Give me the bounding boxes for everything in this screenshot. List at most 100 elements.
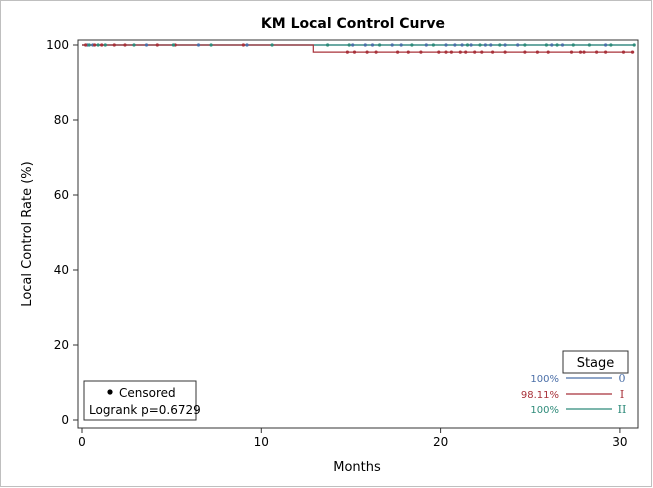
x-tick-label-1: 10	[254, 435, 269, 449]
censored-box-frame	[83, 380, 197, 421]
censor-mark-I-5	[155, 43, 159, 47]
censor-mark-II-2	[103, 43, 107, 47]
censor-mark-I-26	[546, 50, 550, 54]
censor-mark-II-20	[609, 43, 613, 47]
censor-mark-0-9	[399, 43, 403, 47]
x-tick-label-2: 20	[433, 435, 448, 449]
censor-mark-I-22	[491, 50, 495, 54]
censor-mark-I-28	[578, 50, 583, 54]
x-tick-label-0: 0	[78, 435, 86, 449]
legend-label-0: 0	[619, 372, 626, 385]
censor-mark-0-7	[370, 43, 375, 47]
censor-mark-I-11	[374, 50, 378, 54]
censor-mark-I-20	[473, 50, 477, 54]
legend-title: Stage	[577, 356, 615, 371]
censor-mark-II-11	[431, 43, 435, 47]
censor-mark-I-9	[352, 50, 357, 54]
censor-mark-I-25	[535, 50, 540, 54]
censor-mark-0-20	[560, 43, 565, 47]
censor-mark-0-10	[424, 43, 428, 47]
legend-rate-I: 98.11%	[521, 390, 559, 401]
censor-mark-0-11	[444, 43, 448, 47]
censor-mark-I-12	[396, 50, 400, 54]
logrank-label: Logrank p=0.6729	[89, 403, 201, 417]
censor-mark-I-16	[444, 50, 448, 54]
y-axis-label: Local Control Rate (%)	[20, 161, 35, 306]
y-tick-label-5: 100	[46, 38, 69, 52]
censor-mark-II-1	[96, 43, 100, 47]
censor-mark-I-18	[458, 50, 462, 54]
censor-mark-II-14	[498, 43, 502, 47]
censor-mark-II-8	[347, 43, 351, 47]
censor-mark-II-0	[87, 43, 91, 47]
censor-mark-I-0	[84, 43, 88, 47]
censor-mark-0-15	[483, 43, 487, 47]
censor-mark-I-10	[365, 50, 369, 54]
y-tick-label-2: 40	[54, 263, 69, 277]
censor-mark-II-16	[544, 43, 549, 47]
censor-mark-0-2	[144, 43, 149, 47]
y-tick-label-3: 60	[54, 188, 69, 202]
axes: 0 10 20 30 0 20 40 60 80 100	[46, 38, 627, 449]
x-tick-label-3: 30	[612, 435, 627, 449]
censor-mark-I-15	[437, 50, 441, 54]
censor-mark-II-19	[587, 43, 592, 47]
stage-legend: Stage 100% 0 98.11% I 100% II	[521, 350, 629, 416]
censor-mark-II-10	[410, 43, 414, 47]
censor-mark-I-24	[523, 50, 527, 54]
censor-mark-I-13	[406, 50, 410, 54]
censor-mark-II-6	[270, 43, 274, 47]
censor-mark-0-19	[550, 43, 554, 47]
censor-mark-0-6	[363, 43, 367, 47]
censor-mark-0-14	[469, 43, 473, 47]
censor-mark-II-18	[571, 43, 575, 47]
censor-mark-II-5	[209, 43, 213, 47]
y-tick-label-4: 80	[54, 113, 69, 127]
censor-mark-I-23	[503, 50, 507, 54]
censor-mark-II-3	[132, 43, 136, 47]
censor-mark-0-8	[390, 43, 394, 47]
censor-mark-II-7	[326, 43, 330, 47]
censor-mark-0-4	[245, 43, 249, 47]
x-axis-label: Months	[333, 460, 381, 475]
censor-mark-I-29	[582, 50, 586, 54]
censor-mark-0-12	[453, 43, 457, 47]
legend-rate-II: 100%	[530, 405, 559, 416]
censor-mark-0-5	[351, 43, 355, 47]
censor-mark-I-21	[480, 50, 484, 54]
censor-mark-II-15	[523, 43, 527, 47]
y-tick-label-1: 20	[54, 338, 69, 352]
censor-mark-II-12	[465, 43, 470, 47]
legend-rate-0: 100%	[530, 374, 559, 385]
censor-mark-I-14	[419, 50, 423, 54]
censor-mark-II-17	[555, 43, 559, 47]
plot-frame	[77, 39, 639, 429]
censor-mark-I-1	[93, 43, 97, 47]
legend-label-II: II	[618, 403, 627, 416]
censor-mark-I-30	[595, 50, 599, 54]
censor-mark-0-21	[604, 43, 608, 47]
censored-dot-icon	[107, 389, 113, 395]
censor-mark-I-17	[449, 50, 453, 54]
censor-mark-0-16	[489, 43, 493, 47]
censor-mark-II-9	[378, 43, 382, 47]
chart-title: KM Local Control Curve	[261, 16, 445, 32]
censor-mark-II-13	[478, 43, 482, 47]
censor-mark-0-17	[503, 43, 507, 47]
censored-label: Censored	[119, 386, 176, 400]
censor-mark-0-13	[460, 43, 464, 47]
y-tick-label-0: 0	[61, 413, 69, 427]
censor-mark-I-2	[100, 43, 104, 47]
censor-mark-I-27	[569, 50, 574, 54]
censor-mark-I-4	[123, 43, 127, 47]
censor-marks	[84, 43, 636, 54]
legend-label-I: I	[620, 388, 624, 401]
censor-mark-I-7	[241, 43, 245, 47]
censor-mark-I-32	[621, 50, 626, 54]
censor-mark-I-8	[345, 50, 349, 54]
censor-mark-I-31	[604, 50, 608, 54]
censor-mark-I-3	[112, 43, 116, 47]
censor-mark-II-21	[632, 43, 636, 47]
